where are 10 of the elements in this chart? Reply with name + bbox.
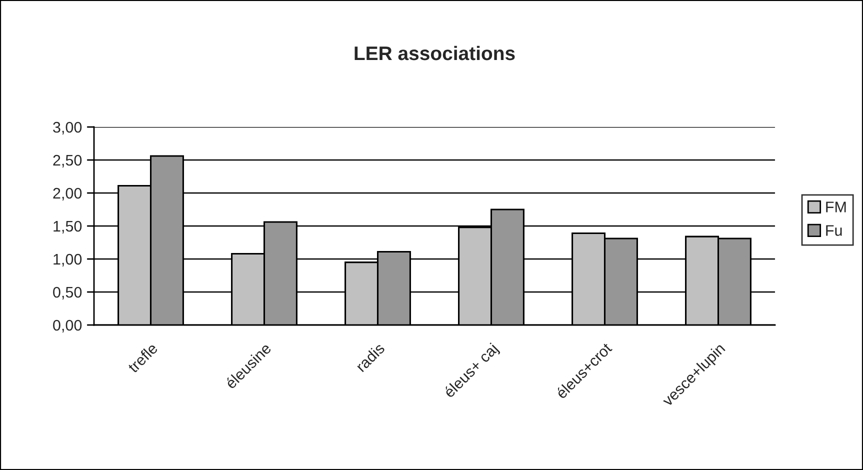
y-tick-label: 3,00 [53,122,82,134]
y-tick-label: 0,50 [53,286,82,300]
chart-title: LER associations [354,46,515,60]
y-tick-label: 1,50 [54,220,82,234]
y-tick-label: 2,50 [53,154,82,168]
y-tick-label: 0,00 [53,320,82,332]
y-tick-label: 2,00 [53,188,82,200]
legend-label: Fu [826,225,842,236]
y-tick-label: 1,00 [54,254,82,266]
legend-label: FM [826,202,846,212]
